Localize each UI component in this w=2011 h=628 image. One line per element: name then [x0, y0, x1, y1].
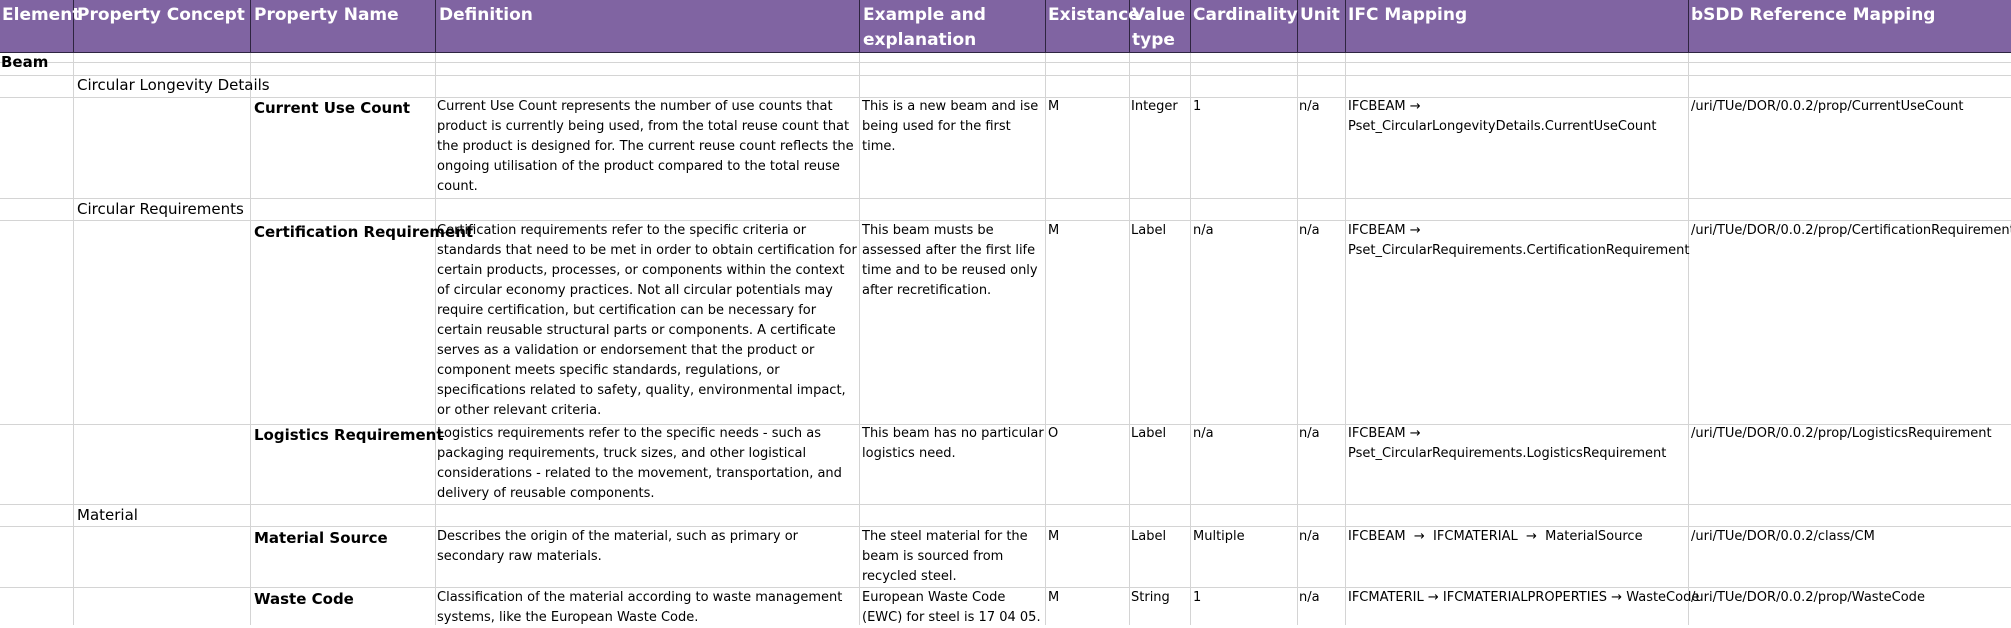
ifc-mapping-cell[interactable]: IFCMATERIL → IFCMATERIALPROPERTIES → Was… [1348, 590, 1700, 605]
ifc-mapping-cell-line2[interactable]: Pset_CircularLongevityDetails.CurrentUse… [1348, 119, 1657, 134]
value-type-cell[interactable]: Label [1131, 529, 1167, 544]
ifc-mapping-cell[interactable]: IFCBEAM → [1348, 426, 1421, 441]
existance-cell[interactable]: M [1048, 590, 1060, 605]
example-cell[interactable]: The steel material for the beam is sourc… [862, 529, 1028, 584]
bsdd-mapping-cell[interactable]: /uri/TUe/DOR/0.0.2/prop/CurrentUseCount [1691, 99, 1964, 114]
ifc-mapping-cell[interactable]: IFCBEAM → IFCMATERIAL → MaterialSource [1348, 529, 1643, 544]
header-ifc-mapping[interactable]: IFC Mapping [1348, 5, 1468, 25]
property-name-cell[interactable]: Certification Requirement [254, 223, 474, 241]
header-definition[interactable]: Definition [439, 5, 533, 25]
definition-cell[interactable]: Classification of the material according… [437, 590, 843, 625]
column-gridline [1688, 53, 1689, 625]
column-gridline [1297, 53, 1298, 625]
row-gridline [0, 526, 2011, 527]
unit-cell[interactable]: n/a [1299, 590, 1320, 605]
header-divider [1190, 0, 1191, 53]
ifc-mapping-cell-line2[interactable]: Pset_CircularRequirements.CertificationR… [1348, 243, 1690, 258]
row-gridline [0, 97, 2011, 98]
cardinality-cell[interactable]: n/a [1193, 223, 1214, 238]
header-bottom-border [0, 52, 2011, 53]
header-example[interactable]: Example and explanation [863, 5, 986, 50]
example-cell[interactable]: European Waste Code (EWC) for steel is 1… [862, 590, 1041, 625]
column-gridline [73, 53, 74, 625]
row-gridline [0, 587, 2011, 588]
header-divider [1688, 0, 1689, 53]
value-type-cell[interactable]: Label [1131, 223, 1167, 238]
column-gridline [435, 53, 436, 625]
header-existance[interactable]: Existance [1048, 5, 1140, 25]
definition-cell[interactable]: Certification requirements refer to the … [437, 223, 857, 418]
header-divider [73, 0, 74, 53]
unit-cell[interactable]: n/a [1299, 99, 1320, 114]
header-property-concept[interactable]: Property Concept [77, 5, 245, 25]
property-name-cell[interactable]: Waste Code [254, 590, 354, 608]
column-gridline [250, 53, 251, 625]
existance-cell[interactable]: M [1048, 529, 1060, 544]
header-divider [1297, 0, 1298, 53]
row-gridline [0, 198, 2011, 199]
cardinality-cell[interactable]: 1 [1193, 590, 1202, 605]
element-cell[interactable]: Beam [1, 53, 49, 71]
header-unit[interactable]: Unit [1300, 5, 1340, 25]
header-property-name[interactable]: Property Name [254, 5, 399, 25]
column-gridline [859, 53, 860, 625]
definition-cell[interactable]: Logistics requirements refer to the spec… [437, 426, 842, 501]
existance-cell[interactable]: M [1048, 223, 1060, 238]
property-concept-cell[interactable]: Circular Longevity Details [77, 76, 270, 94]
value-type-cell[interactable]: String [1131, 590, 1170, 605]
header-divider [859, 0, 860, 53]
value-type-cell[interactable]: Label [1131, 426, 1167, 441]
row-gridline [0, 220, 2011, 221]
property-name-cell[interactable]: Material Source [254, 529, 388, 547]
row-gridline [0, 75, 2011, 76]
header-value-type[interactable]: Value type [1132, 5, 1186, 50]
property-concept-cell[interactable]: Circular Requirements [77, 200, 244, 218]
bsdd-mapping-cell[interactable]: /uri/TUe/DOR/0.0.2/prop/LogisticsRequire… [1691, 426, 1992, 441]
cardinality-cell[interactable]: n/a [1193, 426, 1214, 441]
cardinality-cell[interactable]: Multiple [1193, 529, 1245, 544]
property-concept-cell[interactable]: Material [77, 506, 138, 524]
header-divider [1345, 0, 1346, 53]
ifc-mapping-cell-line2[interactable]: Pset_CircularRequirements.LogisticsRequi… [1348, 446, 1667, 461]
bsdd-mapping-cell[interactable]: /uri/TUe/DOR/0.0.2/class/CM [1691, 529, 1875, 544]
bsdd-mapping-cell[interactable]: /uri/TUe/DOR/0.0.2/prop/WasteCode [1691, 590, 1925, 605]
existance-cell[interactable]: M [1048, 99, 1060, 114]
header-divider [1129, 0, 1130, 53]
example-cell[interactable]: This beam musts be assessed after the fi… [862, 223, 1038, 298]
ifc-mapping-cell[interactable]: IFCBEAM → [1348, 99, 1421, 114]
column-gridline [1129, 53, 1130, 625]
property-name-cell[interactable]: Logistics Requirement [254, 426, 444, 444]
column-gridline [1190, 53, 1191, 625]
property-name-cell[interactable]: Current Use Count [254, 99, 411, 117]
example-cell[interactable]: This is a new beam and ise being used fo… [862, 99, 1039, 154]
value-type-cell[interactable]: Integer [1131, 99, 1178, 114]
bsdd-mapping-cell[interactable]: /uri/TUe/DOR/0.0.2/prop/CertificationReq… [1691, 223, 2011, 238]
example-cell[interactable]: This beam has no particular logistics ne… [862, 426, 1044, 461]
unit-cell[interactable]: n/a [1299, 426, 1320, 441]
definition-cell[interactable]: Current Use Count represents the number … [437, 99, 854, 194]
column-gridline [1345, 53, 1346, 625]
header-divider [1045, 0, 1046, 53]
row-gridline [0, 504, 2011, 505]
header-element[interactable]: Element [2, 5, 81, 25]
header-row [0, 0, 2011, 53]
header-bsdd-mapping[interactable]: bSDD Reference Mapping [1691, 5, 1936, 25]
existance-cell[interactable]: O [1048, 426, 1059, 441]
ifc-mapping-cell[interactable]: IFCBEAM → [1348, 223, 1421, 238]
header-divider [250, 0, 251, 53]
row-gridline [0, 424, 2011, 425]
header-cardinality[interactable]: Cardinality [1193, 5, 1298, 25]
unit-cell[interactable]: n/a [1299, 223, 1320, 238]
definition-cell[interactable]: Describes the origin of the material, su… [437, 529, 799, 564]
unit-cell[interactable]: n/a [1299, 529, 1320, 544]
row-gridline [0, 62, 2011, 63]
cardinality-cell[interactable]: 1 [1193, 99, 1202, 114]
header-divider [435, 0, 436, 53]
column-gridline [1045, 53, 1046, 625]
